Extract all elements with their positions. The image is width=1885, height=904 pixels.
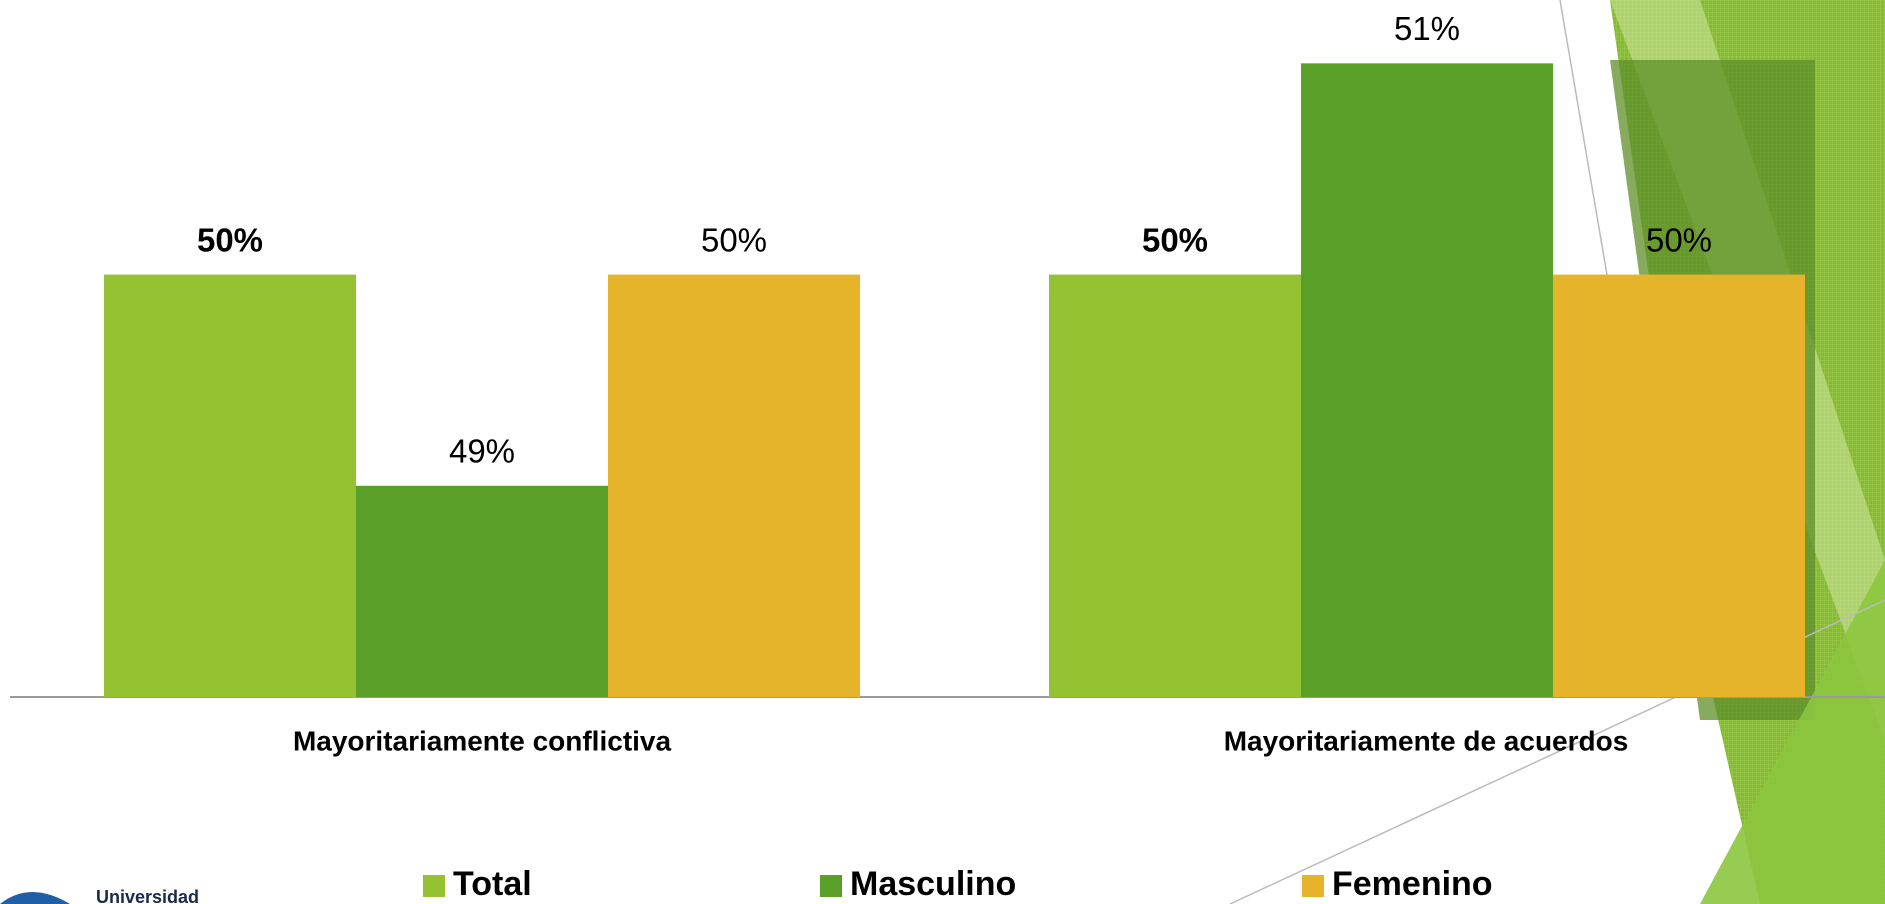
bar [608, 274, 860, 697]
logo: Universidad [0, 887, 199, 904]
bar [356, 485, 608, 697]
value-label: 50% [1646, 221, 1712, 258]
logo-mark [0, 892, 70, 904]
bar [104, 274, 356, 697]
logo-text: Universidad [96, 887, 199, 904]
x-tick-label: Mayoritariamente de acuerdos [1224, 725, 1629, 756]
legend-label: Femenino [1332, 865, 1493, 903]
bar [1301, 63, 1553, 697]
value-label: 50% [1142, 221, 1208, 258]
legend-swatch [1302, 875, 1324, 897]
legend-label: Masculino [850, 865, 1016, 903]
value-label: 49% [449, 433, 515, 470]
x-tick-label: Mayoritariamente conflictiva [293, 725, 672, 756]
legend-label: Total [453, 865, 532, 903]
bar [1553, 274, 1805, 697]
bar [1049, 274, 1301, 697]
value-label: 51% [1394, 10, 1460, 47]
legend-swatch [820, 875, 842, 897]
value-label: 50% [701, 221, 767, 258]
legend-swatch [423, 875, 445, 897]
value-label: 50% [197, 221, 263, 258]
